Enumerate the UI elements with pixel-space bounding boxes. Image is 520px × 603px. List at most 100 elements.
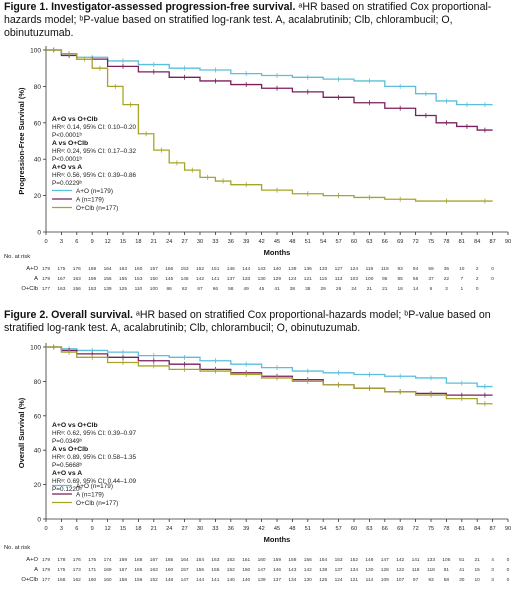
x-tick-label: 6 [75,239,78,245]
at-risk-count: 168 [134,557,142,563]
at-risk-count: 163 [211,557,219,563]
stats-title: A vs O+Clb [52,140,88,147]
at-risk-count: 163 [73,276,81,282]
x-tick-label: 42 [258,239,264,245]
at-risk-count: 164 [181,557,189,563]
at-risk-count: 156 [104,276,112,282]
at-risk-count: 125 [119,286,127,292]
at-risk-count: 177 [42,286,50,292]
x-tick-label: 75 [428,526,434,532]
at-risk-count: 167 [57,276,65,282]
series-line-a [46,346,493,396]
at-risk-count: 178 [57,557,65,563]
stats-line: HRᵃ: 0.14, 95% CI: 0.10–0.20 [52,124,137,131]
at-risk-count: 137 [227,276,235,282]
stats-line: P<0.0001ᵇ [52,132,83,139]
at-risk-count: 136 [304,266,312,272]
at-risk-count: 167 [150,557,158,563]
at-risk-count: 139 [288,266,296,272]
series-line-o-clb [46,346,493,405]
x-tick-label: 60 [351,526,357,532]
at-risk-count: 41 [274,286,280,292]
at-risk-count: 118 [381,266,389,272]
at-risk-count: 147 [381,557,389,563]
legend-label: A+O (n=179) [76,483,113,490]
x-tick-label: 12 [104,239,110,245]
at-risk-count: 49 [244,286,250,292]
at-risk-count: 133 [242,276,250,282]
at-risk-count: 6 [430,286,433,292]
at-risk-count: 2 [476,266,479,272]
figure-1-caption-text: ᵃHR based on stratified Cox proportional… [4,1,492,39]
at-risk-count: 151 [211,266,219,272]
legend-label: O+Clb (n=177) [76,500,118,507]
x-tick-label: 45 [274,239,280,245]
x-tick-label: 3 [60,239,63,245]
at-risk-count: 37 [428,276,434,282]
at-risk-group-label: A+O [26,557,38,563]
x-tick-label: 51 [305,239,311,245]
x-tick-label: 63 [366,239,372,245]
at-risk-count: 58 [444,577,450,583]
at-risk-count: 59 [428,266,434,272]
at-risk-count: 143 [288,567,296,573]
at-risk-count: 51 [459,557,465,563]
at-risk-count: 141 [211,276,219,282]
at-risk-count: 30 [459,577,465,583]
at-risk-count: 109 [381,577,389,583]
stats-line: P=0.0229ᵇ [52,180,83,187]
x-tick-label: 66 [382,239,388,245]
y-tick-label: 40 [34,157,42,164]
stats-title: A+O vs O+Clb [52,422,98,429]
at-risk-count: 160 [104,577,112,583]
at-risk-count: 66 [213,286,219,292]
at-risk-count: 162 [73,577,81,583]
at-risk-count: 118 [427,567,435,573]
x-tick-label: 48 [289,526,295,532]
at-risk-count: 121 [304,276,312,282]
at-risk-count: 153 [134,276,142,282]
x-tick-label: 30 [197,526,203,532]
at-risk-count: 160 [165,567,173,573]
x-tick-label: 60 [351,239,357,245]
at-risk-count: 133 [319,266,327,272]
at-risk-count: 139 [258,577,266,583]
at-risk-count: 18 [398,286,404,292]
at-risk-count: 21 [367,286,373,292]
at-risk-count: 160 [258,557,266,563]
x-tick-label: 72 [412,239,418,245]
at-risk-count: 150 [150,276,158,282]
x-tick-label: 66 [382,526,388,532]
at-risk-count: 142 [304,567,312,573]
at-risk-count: 169 [88,266,96,272]
figure-1-caption-title: Figure 1. Investigator-assessed progress… [4,1,296,13]
y-axis-label: Overall Survival (%) [17,397,26,468]
x-tick-label: 69 [397,239,403,245]
at-risk-count: 67 [197,286,203,292]
at-risk-count: 134 [350,567,358,573]
y-axis-label: Progression-Free Survival (%) [17,87,26,195]
at-risk-count: 155 [211,567,219,573]
x-tick-label: 51 [305,526,311,532]
x-tick-label: 30 [197,239,203,245]
legend-label: O+Clb (n=177) [76,205,118,212]
at-risk-count: 38 [305,286,311,292]
at-risk-count: 179 [42,557,50,563]
at-risk-count: 140 [242,577,250,583]
at-risk-count: 154 [319,557,327,563]
at-risk-count: 152 [350,557,358,563]
x-tick-label: 24 [166,239,172,245]
at-risk-count: 138 [319,567,327,573]
at-risk-count: 107 [396,577,404,583]
at-risk-count: 176 [73,266,81,272]
at-risk-count: 103 [350,276,358,282]
x-tick-label: 0 [44,239,47,245]
stats-line: HRᵃ: 0.56, 95% CI: 0.39–0.86 [52,172,137,179]
at-risk-count: 160 [88,577,96,583]
x-tick-label: 27 [181,239,187,245]
at-risk-count: 0 [507,567,510,573]
at-risk-count: 10 [475,577,481,583]
at-risk-count: 10 [459,266,465,272]
x-tick-label: 90 [505,239,511,245]
x-tick-label: 72 [412,526,418,532]
